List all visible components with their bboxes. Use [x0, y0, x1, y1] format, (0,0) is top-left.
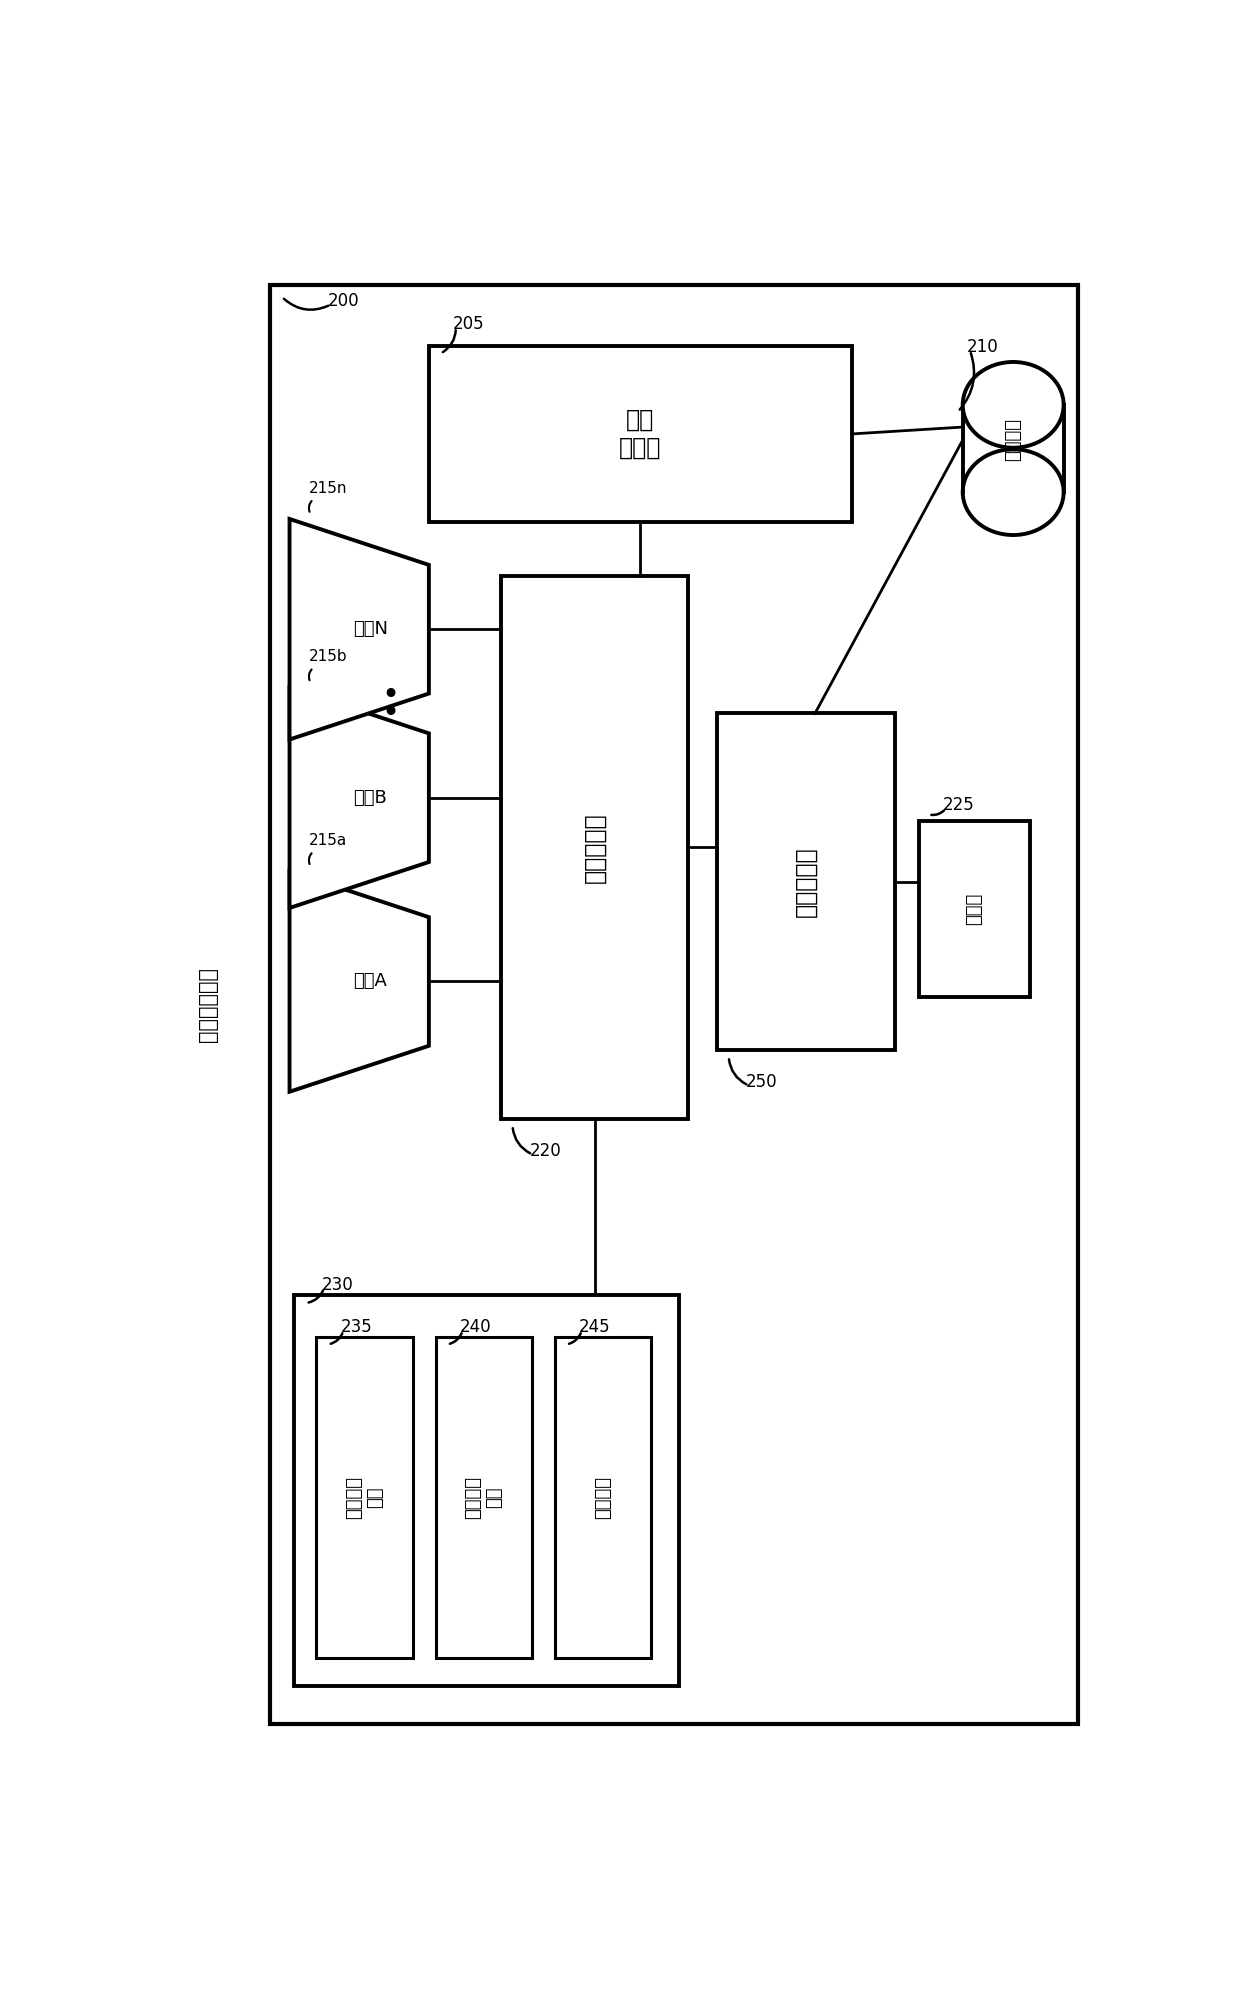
Text: 装置处理器: 装置处理器: [794, 847, 818, 917]
Ellipse shape: [962, 450, 1064, 535]
Ellipse shape: [962, 362, 1064, 448]
Bar: [435, 1337, 532, 1659]
Bar: [554, 1337, 651, 1659]
Text: 200: 200: [327, 292, 360, 310]
Bar: [429, 346, 852, 521]
Text: 图像处理器: 图像处理器: [583, 812, 606, 883]
Text: 相机A: 相机A: [353, 973, 387, 991]
Text: 245: 245: [579, 1319, 610, 1337]
Text: •: •: [382, 680, 399, 710]
Polygon shape: [290, 519, 429, 740]
Bar: [270, 284, 1078, 1724]
Text: 210: 210: [967, 338, 998, 356]
Polygon shape: [290, 688, 429, 907]
Text: 215b: 215b: [309, 650, 347, 664]
Text: 图像拼接
模块: 图像拼接 模块: [464, 1476, 503, 1520]
Text: 存储装置: 存储装置: [1004, 418, 1022, 461]
Text: 220: 220: [529, 1142, 562, 1160]
Bar: [294, 1295, 678, 1687]
Text: 240: 240: [460, 1319, 491, 1337]
Text: 图像捕捉装置: 图像捕捉装置: [198, 967, 218, 1042]
Text: 250: 250: [746, 1074, 777, 1092]
Text: 230: 230: [321, 1275, 353, 1293]
Bar: [501, 575, 688, 1120]
Bar: [919, 821, 1029, 996]
Text: 显示器: 显示器: [965, 893, 983, 925]
Text: 215n: 215n: [309, 481, 347, 495]
Text: 捕捉控制
模块: 捕捉控制 模块: [345, 1476, 384, 1520]
Text: 相机N: 相机N: [352, 621, 388, 638]
Text: 工作
存储器: 工作 存储器: [619, 408, 661, 459]
Text: 相机B: 相机B: [353, 790, 387, 808]
Text: •: •: [382, 698, 399, 728]
Text: 205: 205: [453, 316, 485, 334]
Bar: [717, 714, 895, 1050]
Text: 操作系统: 操作系统: [594, 1476, 611, 1520]
Text: 215a: 215a: [309, 833, 347, 847]
Polygon shape: [290, 871, 429, 1092]
Bar: [316, 1337, 413, 1659]
Bar: [962, 406, 1064, 491]
Text: 235: 235: [341, 1319, 372, 1337]
Text: 225: 225: [944, 796, 975, 814]
